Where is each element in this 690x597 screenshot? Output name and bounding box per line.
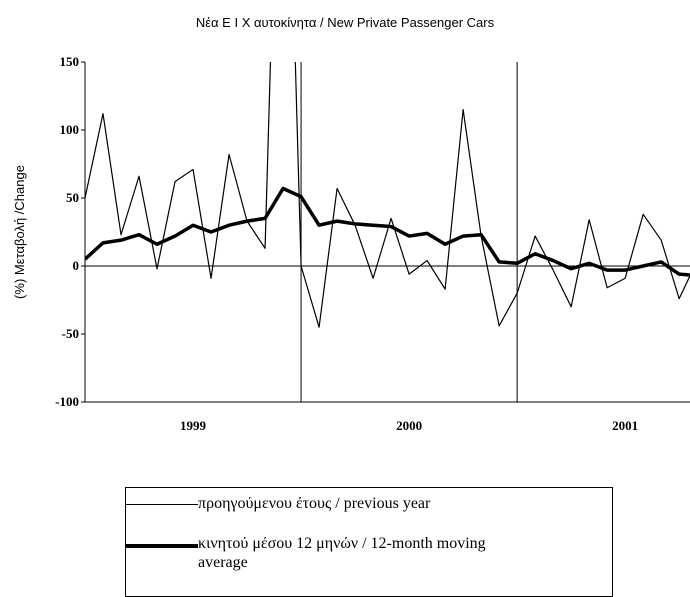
y-tick-label: 50 <box>66 190 79 205</box>
chart-title: Νέα Ε Ι Χ αυτοκίνητα / New Private Passe… <box>196 15 495 30</box>
y-tick-label: 100 <box>60 122 80 137</box>
y-tick-label: 150 <box>60 54 80 69</box>
y-tick-label: -100 <box>55 394 79 409</box>
legend-label: προηγούμενου έτους / previous year <box>198 495 431 512</box>
x-tick-label: 2001 <box>612 418 638 433</box>
x-tick-label: 2000 <box>396 418 422 433</box>
y-tick-label: 0 <box>73 258 80 273</box>
legend: προηγούμενου έτους / previous year κινητο… <box>125 487 613 597</box>
legend-entry: προηγούμενου έτους / previous year <box>126 494 528 513</box>
legend-swatch <box>126 504 198 506</box>
legend-swatch <box>126 544 198 548</box>
legend-label: κινητού μέσου 12 μηνών / 12-month moving… <box>198 535 486 571</box>
x-tick-label: 1999 <box>180 418 207 433</box>
plot-area <box>85 62 690 328</box>
series-line <box>85 62 690 328</box>
y-tick-label: -50 <box>62 326 79 341</box>
legend-entry: κινητού μέσου 12 μηνών / 12-month moving… <box>126 534 528 572</box>
y-axis-label: (%) Μεταβολή /Change <box>12 165 27 299</box>
chart: Νέα Ε Ι Χ αυτοκίνητα / New Private Passe… <box>12 15 690 433</box>
